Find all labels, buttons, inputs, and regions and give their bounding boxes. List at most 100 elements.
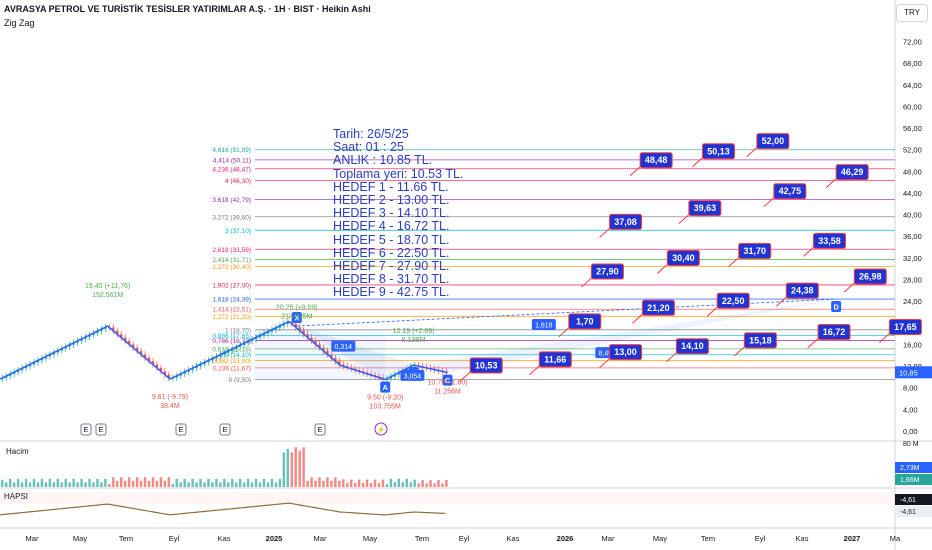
- volume-bar: [290, 452, 293, 487]
- candle-body: [120, 334, 123, 338]
- candle-body: [318, 344, 321, 348]
- hapsi-badge-2: [895, 506, 932, 517]
- volume-bar: [242, 482, 246, 487]
- earnings-marker[interactable]: [95, 423, 107, 436]
- candle-body: [302, 330, 305, 335]
- target-label: 21,20: [647, 303, 670, 313]
- target-box[interactable]: [716, 292, 750, 309]
- target-box[interactable]: [688, 200, 722, 217]
- dividend-icon[interactable]: [374, 422, 388, 436]
- price-tick-label: 0,00: [903, 427, 918, 436]
- target-box[interactable]: [817, 324, 851, 341]
- target-box[interactable]: [609, 344, 643, 361]
- candle-body: [88, 334, 91, 337]
- target-box[interactable]: [701, 143, 735, 160]
- pivot-label: 20.25 (+9.09): [276, 304, 318, 311]
- target-box[interactable]: [666, 250, 700, 267]
- volume-bar: [64, 478, 67, 487]
- pivot-label: 213.825M: [281, 313, 312, 320]
- target-pointer: [825, 178, 837, 188]
- volume-bar: [417, 483, 420, 487]
- candle-body: [294, 323, 297, 328]
- symbol-title[interactable]: AVRASYA PETROL VE TURİSTİK TESİSLER YATI…: [4, 4, 371, 14]
- candle-body: [326, 351, 329, 355]
- volume-bar: [12, 482, 16, 487]
- target-box[interactable]: [756, 133, 790, 150]
- target-box[interactable]: [568, 313, 602, 330]
- volume-bar: [238, 478, 242, 487]
- pattern-point-label: C: [445, 376, 451, 385]
- candle-body: [72, 342, 75, 345]
- pivot-label: 8.13BM: [401, 337, 425, 344]
- indicator-label[interactable]: Zig Zag: [4, 18, 35, 28]
- earnings-marker[interactable]: [80, 423, 92, 436]
- volume-bar: [409, 482, 412, 487]
- target-box[interactable]: [469, 357, 503, 374]
- volume-bar: [286, 448, 289, 487]
- target-box[interactable]: [785, 282, 819, 299]
- pattern-point-d: [831, 301, 842, 313]
- target-box[interactable]: [609, 213, 643, 230]
- volume-bar: [258, 482, 262, 487]
- candle-body: [32, 362, 36, 365]
- candle-body: [199, 364, 202, 367]
- volume-title: Hacim: [6, 447, 29, 456]
- candle-body: [68, 344, 71, 347]
- hapsi-badge-label: -4,61: [900, 497, 916, 504]
- volume-bar: [361, 483, 365, 487]
- volume-bar: [175, 478, 178, 487]
- target-label: 15,18: [749, 335, 772, 345]
- target-label: 1,70: [576, 316, 594, 326]
- fib-level-label: 2,272 (30,40): [212, 264, 251, 271]
- target-box[interactable]: [743, 332, 777, 349]
- target-box[interactable]: [835, 164, 869, 181]
- target-pointer: [843, 282, 855, 293]
- time-tick-label: Eyl: [459, 534, 470, 543]
- time-tick-label: Kas: [507, 534, 520, 543]
- target-box[interactable]: [538, 351, 572, 368]
- target-label: 27,90: [596, 267, 619, 277]
- time-tick-label: Tem: [119, 534, 133, 543]
- volume-bar: [32, 478, 36, 487]
- candle-body: [215, 356, 218, 359]
- target-box[interactable]: [590, 263, 624, 280]
- time-tick-label: Mar: [314, 534, 327, 543]
- volume-max-label: 80 M: [903, 441, 919, 448]
- currency-selector[interactable]: TRY: [896, 4, 928, 22]
- time-tick-label: Ma: [890, 534, 901, 543]
- candle-body: [76, 340, 79, 343]
- price-tick-label: 72,00: [903, 37, 922, 46]
- target-label: 48,48: [645, 155, 668, 165]
- target-box[interactable]: [812, 232, 846, 249]
- volume-bar: [219, 482, 222, 487]
- target-box[interactable]: [773, 183, 807, 200]
- volume-bar: [266, 482, 270, 487]
- pivot-label: 19.40 (+11,76): [85, 283, 130, 290]
- volume-bar: [123, 480, 127, 487]
- time-tick-label: 2025: [266, 534, 283, 543]
- volume-bar: [183, 478, 186, 487]
- volume-bar: [385, 484, 389, 487]
- earnings-marker[interactable]: [314, 423, 326, 436]
- candle-body: [48, 354, 52, 357]
- volume-bar: [262, 478, 266, 487]
- fib-level-label: 1,414 (22,51): [212, 307, 251, 314]
- target-box[interactable]: [888, 319, 922, 336]
- time-tick-label: Mar: [602, 534, 615, 543]
- volume-bar: [433, 483, 436, 487]
- earnings-marker[interactable]: [175, 423, 187, 436]
- candle-body: [155, 364, 159, 368]
- target-box[interactable]: [853, 268, 887, 285]
- volume-bar: [346, 483, 349, 487]
- volume-bar: [270, 478, 274, 487]
- earnings-marker[interactable]: [219, 423, 231, 436]
- volume-bar: [235, 482, 238, 487]
- earnings-label: E: [317, 425, 322, 434]
- target-box[interactable]: [641, 299, 675, 316]
- target-box[interactable]: [639, 152, 673, 169]
- target-box[interactable]: [675, 338, 709, 355]
- price-tick-label: 4,00: [903, 405, 918, 414]
- target-box[interactable]: [738, 243, 772, 260]
- price-tick-label: 24,00: [903, 297, 922, 306]
